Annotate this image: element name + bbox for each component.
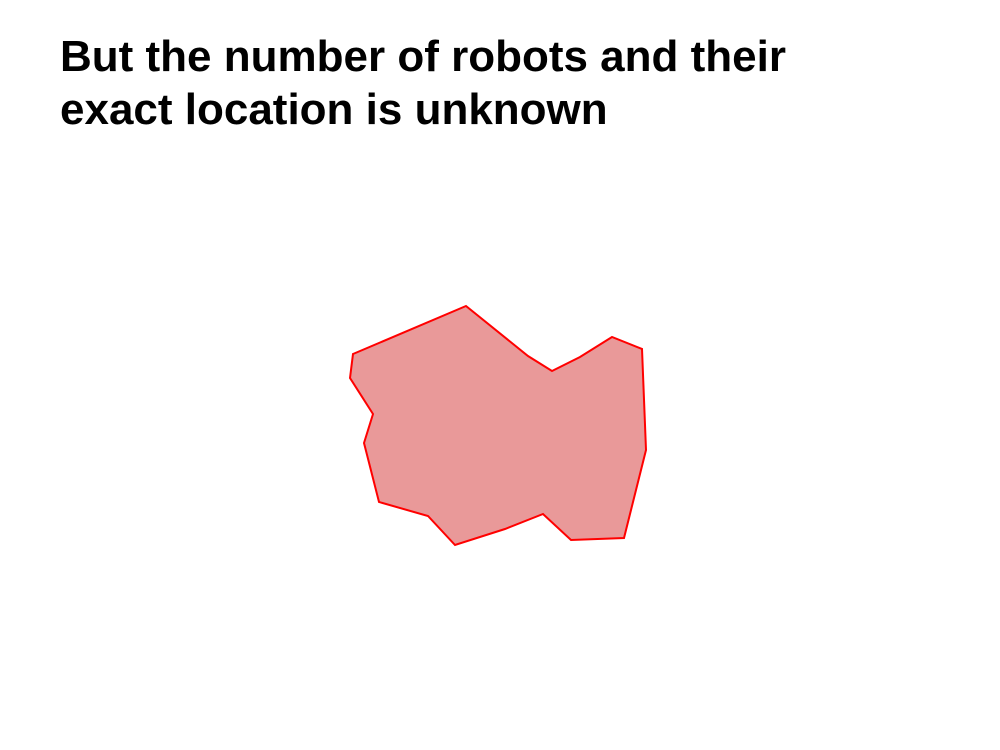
- slide-title-line-1: But the number of robots and their: [60, 32, 786, 81]
- unknown-robot-region: [348, 304, 648, 547]
- slide-title: But the number of robots and their exact…: [60, 30, 960, 136]
- slide-title-line-2: exact location is unknown: [60, 85, 608, 134]
